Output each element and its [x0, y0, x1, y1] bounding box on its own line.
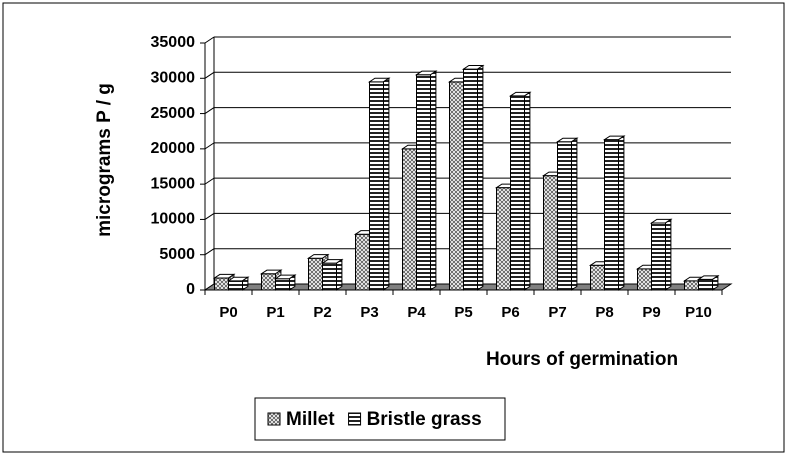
bar — [555, 137, 579, 291]
x-tick-label: P3 — [360, 304, 378, 321]
bar-front — [228, 280, 243, 291]
bar-front — [416, 74, 431, 291]
bar-front — [355, 233, 370, 291]
bar-front — [214, 277, 229, 291]
bar-front — [275, 278, 290, 291]
bar — [696, 274, 720, 291]
bar-front — [684, 280, 699, 291]
bar-side — [618, 135, 625, 291]
x-tick-label: P10 — [685, 304, 712, 321]
x-axis-title: Hours of germination — [486, 349, 678, 370]
x-tick-label: P9 — [642, 304, 660, 321]
bar-front — [651, 222, 666, 291]
x-tick-label: P2 — [313, 304, 331, 321]
bar-front — [510, 95, 525, 291]
bar-side — [571, 137, 578, 291]
bar-front — [308, 257, 323, 291]
bar-front — [463, 68, 478, 291]
y-tick-label: 30000 — [151, 70, 196, 87]
x-tick-label: P4 — [407, 304, 426, 321]
legend-label: Bristle grass — [367, 409, 482, 430]
bar-side — [712, 274, 719, 291]
y-tick-label: 20000 — [151, 140, 196, 157]
bar — [508, 91, 532, 291]
bar-front — [604, 139, 619, 291]
bar-front — [557, 141, 572, 291]
grid-side — [204, 107, 215, 114]
bar — [649, 218, 673, 291]
legend-swatch — [267, 412, 281, 426]
bar-side — [430, 70, 437, 291]
legend-swatch — [348, 412, 362, 426]
x-tick-label: P8 — [595, 304, 613, 321]
y-tick-label: 10000 — [151, 211, 196, 228]
bar-side — [477, 64, 484, 291]
bar-front — [637, 268, 652, 291]
grid-side — [204, 248, 215, 256]
bar-front — [402, 148, 417, 291]
y-tick-label: 0 — [186, 281, 195, 298]
bar-front — [496, 187, 511, 291]
legend-label: Millet — [286, 409, 335, 430]
y-tick-label: 5000 — [159, 246, 195, 263]
grid-side — [204, 177, 215, 185]
bar-front — [369, 81, 384, 291]
x-tick-label: P6 — [501, 304, 519, 321]
bar-front — [261, 273, 276, 291]
y-tick-label: 35000 — [151, 34, 196, 51]
grid-side — [204, 142, 215, 150]
y-axis-title: micrograms P / g — [94, 83, 115, 237]
y-tick-label: 25000 — [151, 105, 196, 122]
bar-side — [665, 218, 672, 291]
bar-front — [449, 81, 464, 291]
bar-front — [590, 264, 605, 291]
bar-side — [524, 91, 531, 291]
bar — [320, 258, 344, 291]
bar-front — [543, 175, 558, 291]
bar — [602, 135, 626, 291]
grid-side — [204, 36, 215, 44]
x-tick-label: P0 — [219, 304, 237, 321]
grid-side — [204, 71, 215, 79]
bar — [461, 64, 485, 291]
bar — [367, 77, 391, 291]
y-tick-label: 15000 — [151, 175, 196, 192]
bar-front — [322, 262, 337, 291]
bar-side — [336, 258, 343, 291]
bar — [414, 70, 438, 291]
bar-side — [383, 77, 390, 291]
legend-box — [254, 397, 506, 441]
bar — [273, 274, 297, 291]
bar-side — [242, 276, 249, 291]
bar-side — [289, 274, 296, 291]
x-tick-label: P7 — [548, 304, 566, 321]
grid-side — [204, 213, 215, 220]
x-tick-label: P5 — [454, 304, 472, 321]
bar-front — [698, 278, 713, 291]
bar — [226, 276, 250, 291]
x-tick-label: P1 — [266, 304, 284, 321]
